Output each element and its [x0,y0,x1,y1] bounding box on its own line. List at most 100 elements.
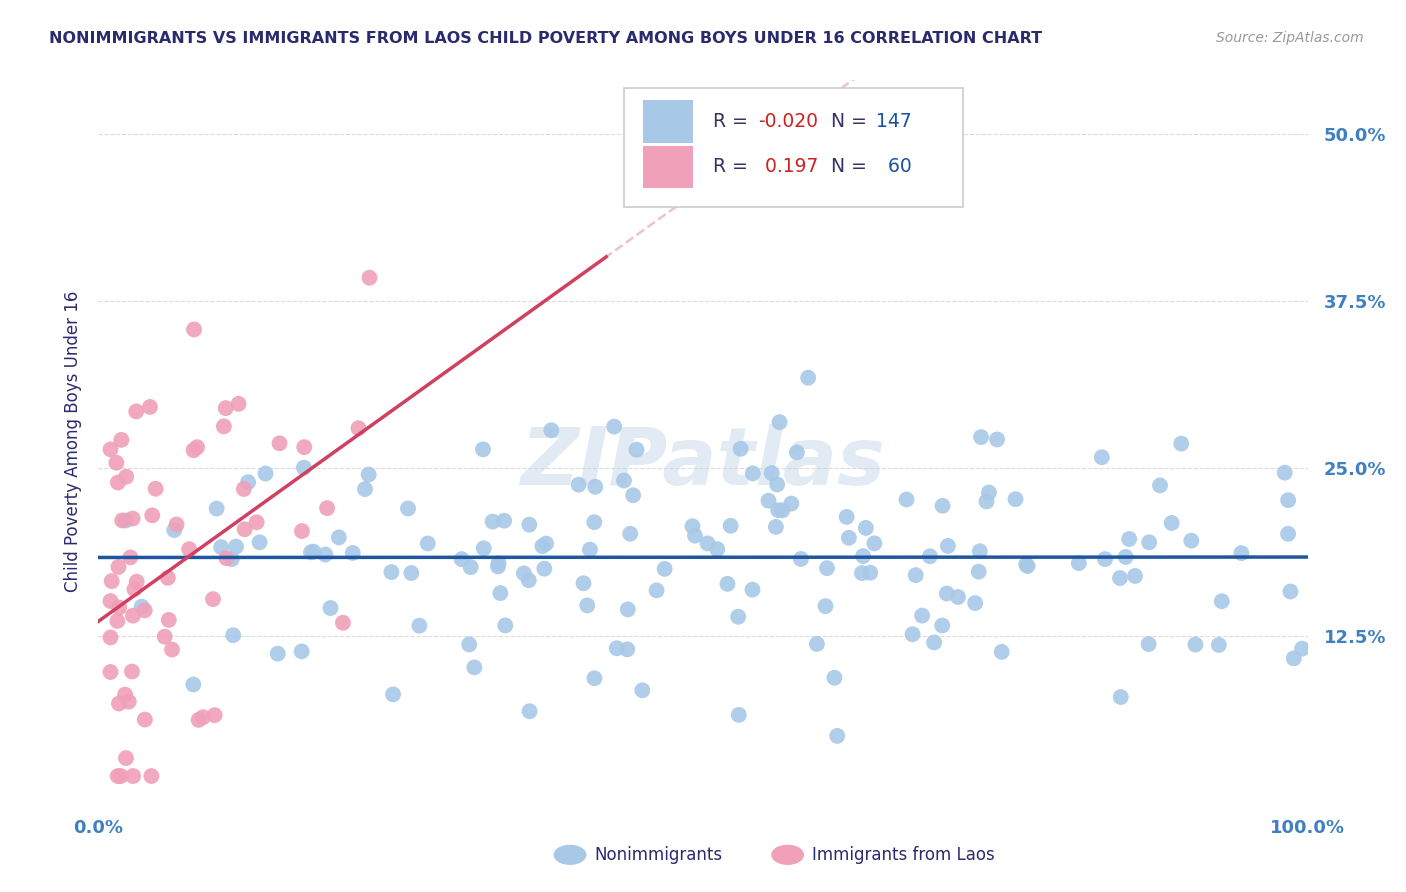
Point [181,677,204,691]
Point [314,548,336,562]
Point [292,440,315,454]
Point [1274,466,1296,480]
Point [918,549,941,564]
Point [215,551,238,566]
Point [517,517,540,532]
Point [1115,549,1137,564]
Point [291,524,314,538]
Point [186,440,208,454]
Point [852,549,875,563]
Point [706,542,728,557]
Point [191,710,214,724]
Point [481,515,503,529]
Point [134,603,156,617]
Point [100,574,122,588]
Point [488,556,510,570]
Point [246,516,269,530]
Point [302,544,325,558]
Text: 147: 147 [876,112,911,131]
Point [354,482,377,496]
Point [1091,450,1114,465]
Point [105,456,128,470]
Point [1149,478,1171,492]
Point [114,514,136,528]
Point [965,596,987,610]
Point [156,571,179,585]
Point [347,421,370,435]
Point [205,501,228,516]
Point [163,523,186,537]
Point [209,540,232,554]
Point [120,550,142,565]
Point [269,436,291,450]
Point [851,566,873,580]
Point [145,482,167,496]
Point [382,687,405,701]
Point [654,562,676,576]
Point [450,552,472,566]
Point [806,637,828,651]
FancyBboxPatch shape [624,87,963,207]
Point [986,433,1008,447]
Point [316,501,339,516]
Point [534,536,557,550]
Point [761,466,783,480]
Point [118,695,141,709]
Point [531,539,554,553]
Point [766,503,789,517]
Point [115,751,138,765]
Point [617,602,640,616]
Text: N =: N = [831,158,868,177]
Point [222,628,245,642]
Point [110,433,132,447]
Point [160,642,183,657]
Point [228,397,250,411]
Point [1184,638,1206,652]
Point [139,400,162,414]
Point [1094,552,1116,566]
Point [797,370,820,384]
Point [626,442,648,457]
Point [359,270,381,285]
Point [613,474,636,488]
Point [716,577,738,591]
Point [583,515,606,529]
Text: 0.197: 0.197 [759,158,818,177]
Point [766,477,789,491]
Point [741,582,763,597]
Point [815,561,838,575]
Point [107,475,129,490]
Text: Nonimmigrants: Nonimmigrants [595,846,723,863]
Point [935,586,957,600]
Point [107,769,129,783]
Point [342,546,364,560]
Point [579,542,602,557]
Point [212,419,235,434]
Point [1230,546,1253,560]
Point [416,536,439,550]
Point [105,614,128,628]
Point [267,647,290,661]
Point [408,618,430,632]
Text: Immigrants from Laos: Immigrants from Laos [811,846,994,863]
Text: NONIMMIGRANTS VS IMMIGRANTS FROM LAOS CHILD POVERTY AMONG BOYS UNDER 16 CORRELAT: NONIMMIGRANTS VS IMMIGRANTS FROM LAOS CH… [49,31,1042,46]
Point [489,586,512,600]
Text: -0.020: -0.020 [759,112,818,131]
Point [606,641,628,656]
Text: R =: R = [713,158,754,177]
Point [125,574,148,589]
Point [931,618,953,632]
Point [572,576,595,591]
Point [859,566,882,580]
Point [990,645,1012,659]
Point [931,499,953,513]
Point [166,517,188,532]
Point [1015,558,1038,572]
Point [838,531,860,545]
Point [540,423,562,437]
Text: ZIPatlas: ZIPatlas [520,425,886,502]
Point [357,467,380,482]
Point [780,497,803,511]
Point [1291,641,1313,656]
Point [108,697,131,711]
